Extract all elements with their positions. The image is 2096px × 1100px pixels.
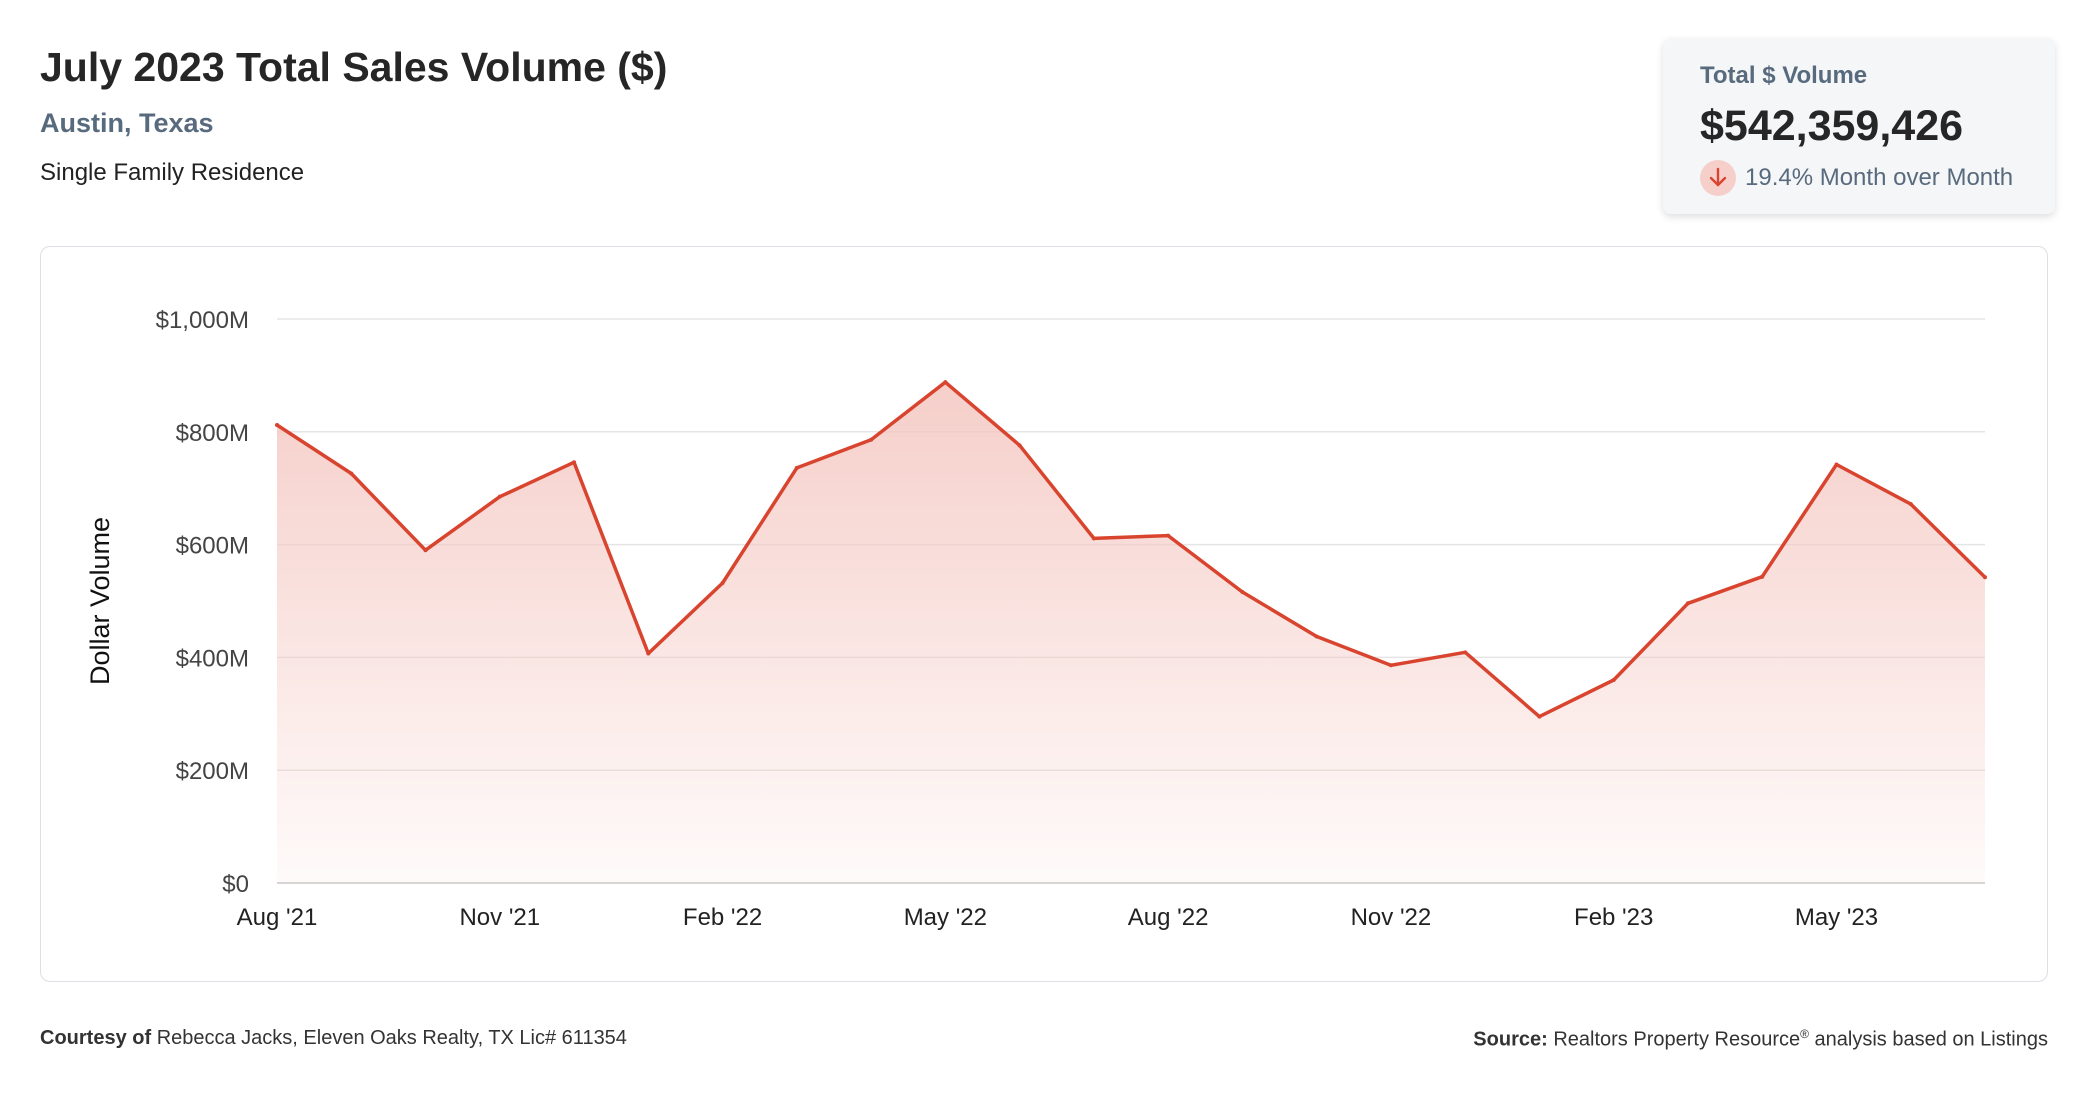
kpi-label: Total $ Volume	[1700, 62, 1868, 89]
data-point	[572, 460, 577, 465]
source-label: Source:	[1473, 1028, 1548, 1051]
data-points	[275, 380, 1987, 719]
chart-panel: $0 $200M $400M $600M $800M $1,000M Aug '21 Nov…	[40, 246, 2048, 982]
data-point	[1760, 574, 1765, 579]
data-point	[275, 423, 279, 428]
x-tick-label: Aug '22	[1128, 904, 1209, 931]
data-point	[1685, 601, 1690, 606]
data-point	[1983, 575, 1987, 580]
x-tick-label: May '22	[904, 904, 987, 931]
data-point	[1314, 634, 1319, 639]
data-point	[1091, 536, 1096, 541]
kpi-change: 19.4% Month over Month	[1700, 160, 2013, 196]
kpi-change-text: 19.4% Month over Month	[1745, 164, 2014, 191]
courtesy-note: Courtesy of Rebecca Jacks, Eleven Oaks R…	[40, 1027, 627, 1050]
data-point	[1463, 650, 1468, 655]
source-note: Source: Realtors Property Resource® anal…	[1473, 1027, 2048, 1052]
data-point	[1908, 501, 1913, 506]
y-tick-label: $400M	[176, 645, 249, 672]
courtesy-text: Rebecca Jacks, Eleven Oaks Realty, TX Li…	[156, 1027, 627, 1049]
total-volume-card: Total $ Volume $542,359,426 19.4% Month …	[1663, 38, 2055, 214]
data-point	[646, 651, 651, 656]
data-point	[1166, 533, 1171, 538]
data-point	[1240, 589, 1245, 594]
data-point	[1017, 443, 1022, 448]
y-axis-ticks: $0 $200M $400M $600M $800M $1,000M	[156, 307, 249, 898]
y-tick-label: $0	[222, 871, 249, 898]
x-axis-ticks: Aug '21 Nov '21 Feb '22 May '22 Aug '22 Nov '…	[237, 904, 1878, 931]
data-point	[1537, 714, 1542, 719]
x-tick-label: Nov '21	[459, 904, 540, 931]
data-point	[794, 465, 799, 470]
y-axis-title: Dollar Volume	[85, 517, 115, 685]
data-point	[869, 437, 874, 442]
series-area-fill	[277, 382, 1985, 883]
location-label: Austin, Texas	[40, 108, 214, 138]
data-point	[497, 494, 502, 499]
series-line	[275, 380, 1987, 719]
source-name: Realtors Property Resource	[1553, 1028, 1801, 1051]
y-tick-label: $800M	[176, 420, 249, 447]
x-tick-label: Aug '21	[237, 904, 318, 931]
data-point	[1388, 663, 1393, 668]
x-tick-label: Nov '22	[1351, 904, 1432, 931]
y-tick-label: $200M	[176, 758, 249, 785]
arrow-down-icon	[1700, 160, 1736, 196]
registered-mark: ®	[1800, 1027, 1809, 1041]
data-point	[349, 471, 354, 476]
data-point	[720, 580, 725, 585]
x-tick-label: May '23	[1795, 904, 1878, 931]
data-point	[423, 548, 428, 553]
kpi-value: $542,359,426	[1700, 102, 1964, 150]
courtesy-label: Courtesy of	[40, 1027, 152, 1049]
y-tick-label: $1,000M	[156, 307, 249, 334]
page-title: July 2023 Total Sales Volume ($)	[40, 44, 668, 90]
property-type-label: Single Family Residence	[40, 159, 305, 186]
x-tick-label: Feb '23	[1574, 904, 1653, 931]
y-tick-label: $600M	[176, 533, 249, 560]
sales-volume-chart: $0 $200M $400M $600M $800M $1,000M Aug '21 Nov…	[85, 307, 1987, 931]
x-tick-label: Feb '22	[683, 904, 762, 931]
data-point	[1834, 462, 1839, 467]
data-point	[1611, 677, 1616, 682]
source-rest: analysis based on Listings	[1814, 1028, 2048, 1051]
data-point	[943, 380, 948, 385]
